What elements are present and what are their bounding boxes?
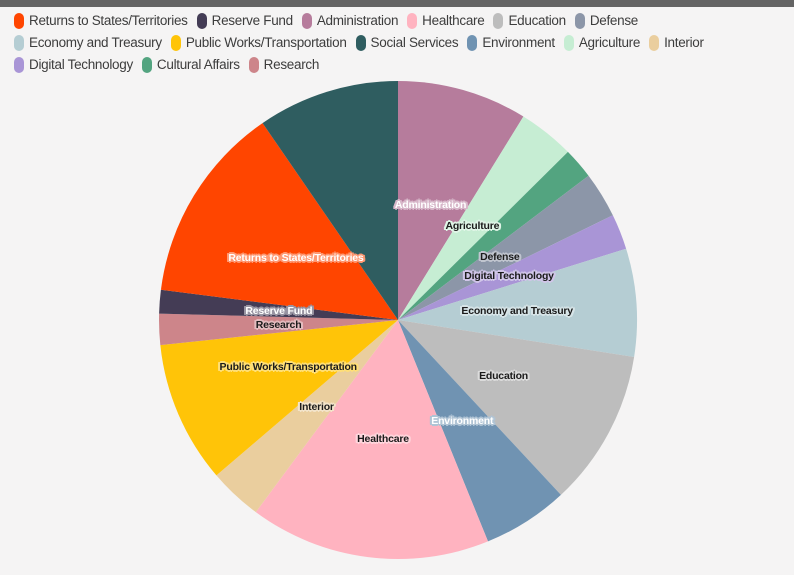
legend-color-swatch bbox=[467, 34, 478, 51]
legend-item-label: Digital Technology bbox=[29, 57, 133, 72]
legend-item-label: Research bbox=[263, 57, 320, 72]
legend-color-swatch bbox=[248, 56, 259, 73]
legend-item-label: Agriculture bbox=[578, 35, 641, 50]
legend-color-swatch bbox=[170, 34, 181, 51]
pie-slice-reserve-fund[interactable] bbox=[159, 289, 398, 320]
legend-row: Digital Technology Cultural Affairs Resear… bbox=[14, 56, 734, 73]
legend-item-label: Social Services bbox=[370, 35, 459, 50]
legend-item-agriculture[interactable]: Agriculture bbox=[563, 34, 641, 51]
legend-item-environment[interactable]: Environment bbox=[467, 34, 555, 51]
legend-item-label: Public Works/Transportation bbox=[185, 35, 347, 50]
legend-item-interior[interactable]: Interior bbox=[649, 34, 704, 51]
legend-item-label: Returns to States/Territories bbox=[29, 13, 188, 28]
topbar bbox=[0, 0, 794, 7]
legend-item-label: Economy and Treasury bbox=[29, 35, 162, 50]
legend-item-label: Interior bbox=[664, 35, 704, 50]
legend-color-swatch bbox=[493, 12, 504, 29]
legend-row: Returns to States/Territories Reserve Fun… bbox=[14, 12, 734, 29]
pie-slice-interior[interactable] bbox=[216, 320, 398, 513]
legend-item-social-services[interactable]: Social Services bbox=[355, 34, 459, 51]
pie-slice-defense[interactable] bbox=[398, 175, 613, 320]
legend-row: Economy and Treasury Public Works/Transpo… bbox=[14, 34, 734, 51]
legend-item-label: Education bbox=[508, 13, 566, 28]
pie-slice-economy-and-treasury[interactable] bbox=[398, 248, 637, 357]
pie-slice-returns-to-states-territories[interactable] bbox=[160, 123, 398, 320]
chart-legend: Returns to States/Territories Reserve Fun… bbox=[14, 12, 734, 73]
legend-color-swatch bbox=[196, 12, 207, 29]
legend-item-returns-to-states-territories[interactable]: Returns to States/Territories bbox=[14, 12, 188, 29]
legend-item-label: Reserve Fund bbox=[211, 13, 294, 28]
legend-item-administration[interactable]: Administration bbox=[301, 12, 399, 29]
legend-color-swatch bbox=[301, 12, 312, 29]
legend-color-swatch bbox=[14, 34, 24, 51]
pie-slice-cultural-affairs[interactable] bbox=[398, 151, 589, 320]
legend-item-healthcare[interactable]: Healthcare bbox=[407, 12, 485, 29]
legend-item-economy-and-treasury[interactable]: Economy and Treasury bbox=[14, 34, 162, 51]
legend-item-label: Administration bbox=[316, 13, 399, 28]
legend-color-swatch bbox=[649, 34, 660, 51]
legend-item-label: Cultural Affairs bbox=[156, 57, 240, 72]
legend-color-swatch bbox=[574, 12, 585, 29]
legend-color-swatch bbox=[14, 56, 24, 73]
legend-color-swatch bbox=[563, 34, 574, 51]
legend-color-swatch bbox=[355, 34, 366, 51]
legend-item-public-works-transportation[interactable]: Public Works/Transportation bbox=[170, 34, 347, 51]
legend-item-label: Defense bbox=[589, 13, 639, 28]
pie-slice-research[interactable] bbox=[159, 313, 398, 346]
legend-item-label: Healthcare bbox=[422, 13, 485, 28]
pie-slice-public-works-transportation[interactable] bbox=[160, 320, 398, 476]
legend-item-cultural-affairs[interactable]: Cultural Affairs bbox=[141, 56, 240, 73]
pie-slice-healthcare[interactable] bbox=[255, 320, 488, 559]
pie-slice-agriculture[interactable] bbox=[398, 116, 568, 320]
pie-slice-digital-technology[interactable] bbox=[398, 215, 627, 320]
pie-slice-environment[interactable] bbox=[398, 320, 561, 542]
legend-item-education[interactable]: Education bbox=[493, 12, 566, 29]
legend-item-label: Environment bbox=[482, 35, 555, 50]
legend-color-swatch bbox=[407, 12, 418, 29]
legend-color-swatch bbox=[14, 12, 24, 29]
pie-slice-administration[interactable] bbox=[398, 81, 524, 320]
pie-slice-education[interactable] bbox=[398, 320, 635, 495]
legend-item-defense[interactable]: Defense bbox=[574, 12, 639, 29]
pie-slice-social-services[interactable] bbox=[262, 81, 398, 320]
legend-item-digital-technology[interactable]: Digital Technology bbox=[14, 56, 133, 73]
legend-color-swatch bbox=[141, 56, 152, 73]
legend-item-research[interactable]: Research bbox=[248, 56, 320, 73]
legend-item-reserve-fund[interactable]: Reserve Fund bbox=[196, 12, 294, 29]
